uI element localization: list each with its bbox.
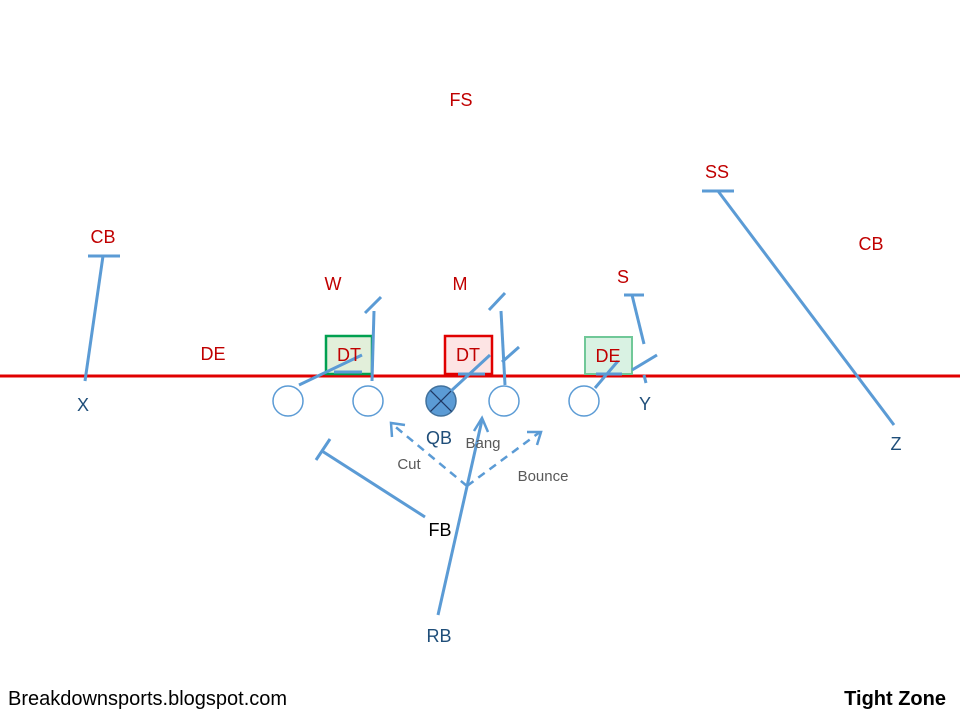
right-guard: [488, 385, 520, 417]
fs-label: FS: [449, 90, 472, 110]
bounce-path: [466, 430, 541, 488]
cut-arrowhead: [389, 421, 406, 438]
qb-label: QB: [426, 428, 452, 448]
fb-block-cap: [314, 438, 332, 461]
dt-left-label: DT: [337, 345, 361, 365]
cut-label: Cut: [397, 456, 421, 473]
z-block-line: [716, 190, 896, 426]
site-credit: Breakdownsports.blogspot.com: [8, 688, 288, 710]
bounce-label: Bounce: [518, 468, 569, 485]
fb-block-line: [321, 449, 426, 519]
fb-label: FB: [428, 520, 451, 540]
dt-center-box: [443, 334, 494, 376]
rb-path-line: [436, 419, 484, 616]
bang-label: Bang: [465, 435, 500, 452]
s-label: S: [617, 267, 629, 287]
cb-right-label: CB: [858, 234, 883, 254]
cut-path: [391, 423, 468, 487]
x-label: X: [77, 395, 89, 415]
center-x-mark-2: [429, 389, 453, 413]
assignments: [83, 189, 896, 616]
y-block-diag: [631, 353, 658, 372]
lg-block-line: [370, 310, 376, 382]
run-option-paths: [391, 423, 541, 488]
play-title: Tight Zone: [844, 688, 946, 710]
bounce-arrowhead: [527, 430, 543, 446]
z-label: Z: [891, 434, 902, 454]
ss-label: SS: [705, 162, 729, 182]
y-label: Y: [639, 394, 651, 414]
m-label: M: [453, 274, 468, 294]
rb-path-arrowhead: [472, 415, 490, 433]
rg-block-line: [499, 310, 507, 386]
x-block-line: [83, 255, 105, 382]
de-left-label: DE: [200, 344, 225, 364]
w-label: W: [325, 274, 342, 294]
dt-center-label: DT: [456, 345, 480, 365]
y-block-line-2: [630, 294, 646, 345]
cb-left-label: CB: [90, 227, 115, 247]
left-guard: [352, 385, 384, 417]
rg-block-diag2: [501, 345, 520, 364]
right-tackle: [568, 385, 600, 417]
lt-block-line: [298, 353, 363, 387]
rb-label: RB: [426, 626, 451, 646]
y-block-line: [642, 374, 648, 384]
lg-block-diag: [363, 295, 383, 315]
de-right-label: DE: [595, 346, 620, 366]
rg-block-diag: [487, 291, 507, 312]
left-tackle: [272, 385, 304, 417]
